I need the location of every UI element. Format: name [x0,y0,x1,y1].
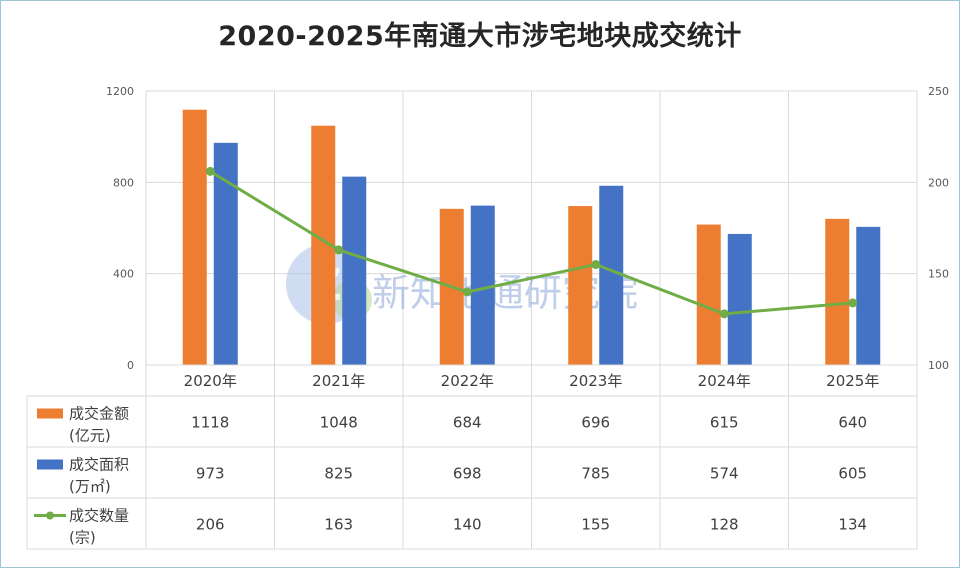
legend-label-count: 成交数量 [69,507,129,525]
legend-key-area [37,459,63,470]
table-cell-area: 574 [710,465,739,483]
table-cell-area: 825 [324,465,353,483]
bar-amount [568,206,593,365]
table-cell-count: 206 [196,516,225,534]
point-count [334,245,344,255]
y-right-tick-label: 250 [928,85,949,98]
y-right-tick-label: 200 [928,176,949,189]
table-cell-count: 163 [324,516,353,534]
bar-area [470,205,495,365]
y-left-tick-label: 0 [127,359,134,372]
table-cell-area: 698 [453,465,482,483]
x-tick-label: 2023年 [569,372,622,390]
point-count [205,166,215,176]
y-left-tick-label: 800 [113,176,134,189]
legend-label-area: 成交面积 [69,456,129,474]
point-count [848,298,858,308]
point-count [719,309,729,319]
x-tick-label: 2021年 [312,372,365,390]
bar-area [599,185,624,365]
y-right-tick-label: 150 [928,268,949,281]
table-cell-area: 973 [196,465,225,483]
point-count [462,287,472,297]
bar-area [856,226,881,365]
table-cell-amount: 1118 [191,414,229,432]
chart-title: 2020-2025年南通大市涉宅地块成交统计 [218,21,742,52]
gridlines [145,90,918,366]
axes: 0 400 800 1200 100 150 200 250 [106,85,949,372]
bar-amount [825,218,850,365]
table-cell-amount: 696 [581,414,610,432]
x-tick-label: 2022年 [441,372,494,390]
bar-amount [182,109,207,366]
legend-key-marker-count [46,511,54,520]
x-tick-label: 2024年 [698,372,751,390]
table-cell-count: 128 [710,516,739,534]
legend-unit-count: (宗) [69,529,96,547]
table-cell-amount: 615 [710,414,739,432]
table-cell-count: 140 [453,516,482,534]
line-series [205,166,858,319]
bar-area [342,176,367,365]
legend-unit-area: (万㎡) [69,478,111,496]
bar-amount [696,224,721,365]
table-cell-count: 134 [838,516,867,534]
table-cell-area: 785 [581,465,610,483]
legend-key-amount [37,408,63,419]
watermark-text: 新知地通研究院 [372,271,638,315]
table-cell-amount: 1048 [320,414,358,432]
table-cell-amount: 640 [838,414,867,432]
x-tick-label: 2020年 [184,372,237,390]
y-right-tick-label: 100 [928,359,949,372]
table-cell-amount: 684 [453,414,482,432]
table-cell-area: 605 [838,465,867,483]
legend-label-amount: 成交金额 [69,405,129,423]
legend-unit-amount: (亿元) [69,427,111,445]
bars [182,109,881,366]
bar-area [727,233,752,365]
point-count [591,260,601,270]
table-cell-count: 155 [581,516,610,534]
x-tick-label: 2025年 [826,372,879,390]
line-count [209,170,853,316]
y-left-tick-label: 400 [113,268,134,281]
y-left-tick-label: 1200 [106,85,134,98]
